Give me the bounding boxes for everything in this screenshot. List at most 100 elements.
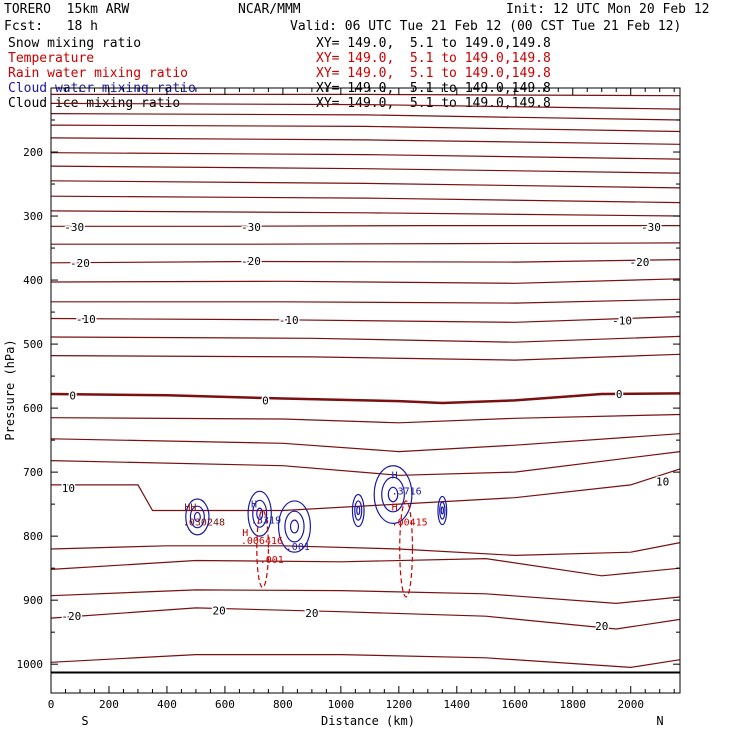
contour-annotation: .00415 [392, 517, 428, 528]
y-tick-label: 400 [23, 274, 43, 287]
temperature-isotherm [50, 413, 681, 424]
temperature-isotherm [50, 278, 681, 284]
temperature-isotherm [50, 557, 681, 577]
contour-label: 20 [212, 604, 225, 617]
contour-label: -10 [76, 313, 96, 326]
x-tick-label: 1600 [502, 698, 529, 711]
temperature-isotherm [51, 225, 680, 227]
contour-label: -20 [70, 257, 90, 270]
temperature-isotherm [50, 653, 681, 669]
contour-label: 10 [656, 476, 669, 489]
rain-water-contours [256, 500, 414, 598]
x-tick-label: 1800 [560, 698, 587, 711]
contour-label: 20 [595, 620, 608, 633]
contour-label: 10 [62, 482, 75, 495]
temperature-isotherm [50, 180, 681, 189]
forecast-hour: Fcst: 18 h [4, 19, 98, 34]
contour-annotation: .030248 [183, 517, 225, 528]
axes: 0 200 400 600 800 1000 1200 1400 1600 1800 2000200… [17, 88, 680, 711]
cloud-water-contour [189, 505, 205, 529]
y-tick-label: 700 [23, 466, 43, 479]
y-tick-label: 200 [23, 146, 43, 159]
temperature-isotherm [50, 102, 681, 110]
x-tick-label: 0 [48, 698, 55, 711]
temperature-isotherm [50, 353, 681, 361]
x-tick-label: 1000 [328, 698, 355, 711]
annotations: HH.030248H.3319H.006416.001.001H.3716H.0… [183, 471, 428, 567]
field-xy: XY= 149.0, 5.1 to 149.0,149.8 [316, 36, 551, 51]
x-tick-label: 2000 [617, 698, 644, 711]
contour-labels: -30 -30 -30 -20 -20 -20 -10 -10 -10 0 0 0 10 10 -20 20 2… [60, 219, 671, 634]
cloud-water-contour [437, 495, 448, 526]
temperature-isotherm [50, 195, 681, 204]
contour-annotation: H [242, 528, 248, 539]
valid-time: Valid: 06 UTC Tue 21 Feb 12 (00 CST Tue … [290, 19, 682, 34]
south-label: S [81, 714, 88, 728]
temperature-isotherm [50, 542, 681, 557]
contour-annotation: H [392, 503, 398, 514]
x-axis-label: Distance (km) [321, 714, 415, 728]
plot-frame [50, 87, 681, 694]
field-name: Snow mixing ratio [8, 36, 142, 51]
y-tick-label: 800 [23, 530, 43, 543]
cloud-water-contour [356, 505, 361, 516]
contour-annotation: .3716 [392, 487, 422, 498]
contour-label: -30 [641, 221, 661, 234]
field-xy: XY= 149.0, 5.1 to 149.0,149.8 [316, 66, 551, 81]
cloud-water-contour [252, 499, 268, 528]
temperature-isotherm [50, 433, 681, 453]
temperature-isotherm [50, 137, 681, 145]
field-xy: XY= 149.0, 5.1 to 149.0,149.8 [316, 51, 551, 66]
x-tick-label: 600 [215, 698, 235, 711]
rain-water-contour [399, 500, 414, 598]
contour-label: 0 [616, 388, 623, 401]
contour-annotation: H [251, 499, 257, 510]
cloud-water-contour [439, 501, 446, 520]
y-tick-label: 900 [23, 594, 43, 607]
y-tick-label: 600 [23, 402, 43, 415]
cloud-water-contours [185, 465, 448, 553]
center-name: NCAR/MMM [238, 2, 301, 17]
temperature-isotherm [51, 298, 681, 304]
model-name: TORERO 15km ARW [4, 2, 130, 17]
contour-label: -20 [61, 610, 81, 623]
temperature-isotherm [50, 335, 681, 343]
temperature-contours [50, 93, 681, 669]
cloud-water-contour [289, 519, 300, 534]
temperature-isotherm [50, 124, 681, 133]
init-time: Init: 12 UTC Mon 20 Feb 12 [506, 2, 710, 17]
contour-label: -30 [241, 221, 261, 234]
cloud-water-contour [277, 500, 312, 553]
contour-annotation: H [392, 471, 398, 482]
cloud-water-contour [373, 465, 413, 524]
contour-label: 0 [69, 389, 76, 402]
y-tick-label: 1000 [17, 658, 44, 671]
temperature-isotherm [50, 589, 681, 605]
cloud-water-contour [185, 498, 210, 536]
contour-label: -30 [64, 221, 84, 234]
contour-label: -20 [241, 255, 261, 268]
cloud-water-contour [193, 511, 201, 523]
temperature-isotherm [51, 93, 681, 97]
temperature-isotherm [51, 242, 681, 245]
field-name: Temperature [8, 51, 95, 66]
contour-annotation: .006416 [241, 536, 283, 547]
temperature-isotherm [50, 210, 681, 217]
contour-annotation: HH [184, 503, 196, 514]
y-axis-label: Pressure (hPa) [3, 339, 17, 440]
temperature-isotherm [50, 392, 681, 405]
temperature-isotherm [51, 468, 681, 512]
contour-annotation: .001 [286, 542, 310, 553]
north-label: N [656, 714, 663, 728]
x-tick-label: 800 [273, 698, 293, 711]
contour-annotation: .3319 [251, 515, 281, 526]
cloud-water-contour [381, 476, 405, 513]
x-tick-label: 400 [157, 698, 177, 711]
field-name: Rain water mixing ratio [8, 66, 189, 81]
cloud-water-contour [247, 490, 272, 537]
contour-label: -10 [612, 314, 632, 327]
temperature-isotherm [50, 316, 681, 323]
cloud-water-contour [284, 510, 305, 543]
y-tick-label: 300 [23, 210, 43, 223]
